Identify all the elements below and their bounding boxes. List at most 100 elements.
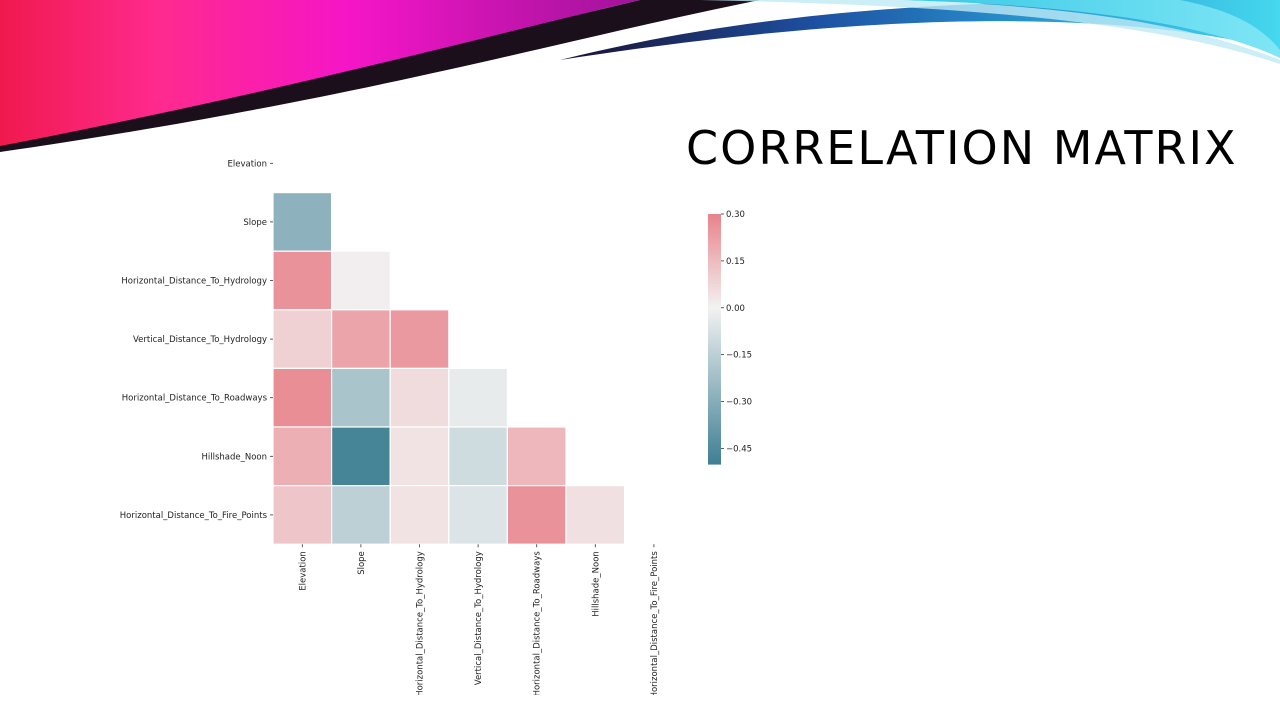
x-tick-label: Hillshade_Noon — [591, 551, 601, 617]
colorbar-segment — [708, 371, 721, 375]
colorbar-segment — [708, 316, 721, 320]
colorbar-segment — [708, 414, 721, 418]
colorbar-segment — [708, 329, 721, 333]
heatmap-cell-6-3 — [448, 485, 508, 545]
y-tick-label: Horizontal_Distance_To_Fire_Points — [120, 511, 268, 521]
slide-title: Correlation Matrix — [686, 121, 1238, 175]
colorbar-segment — [708, 219, 721, 223]
colorbar-segment — [708, 259, 721, 263]
heatmap-cell-5-1 — [331, 426, 391, 487]
colorbar-segment — [708, 434, 721, 438]
colorbar-segment — [708, 441, 721, 445]
heatmap-cell-4-3 — [448, 367, 508, 428]
colorbar-segment — [708, 239, 721, 243]
colorbar-segment — [708, 331, 721, 335]
colorbar-segment — [708, 429, 721, 433]
colorbar-segment — [708, 344, 721, 348]
colorbar-segment — [708, 401, 721, 405]
colorbar-segment — [708, 221, 721, 225]
banner-dark-swoosh — [0, 0, 760, 152]
colorbar-segment — [708, 284, 721, 288]
decorative-banner — [0, 0, 1280, 152]
heatmap-cell-4-2 — [389, 367, 450, 428]
colorbar: 0.30 0.15 0.00 −0.15 −0.30 −0.45 — [708, 210, 752, 465]
colorbar-segment — [708, 311, 721, 315]
colorbar-segment — [708, 314, 721, 318]
colorbar-segment — [708, 256, 721, 260]
colorbar-segment — [708, 301, 721, 305]
colorbar-segment — [708, 321, 721, 325]
x-tick-label: Slope — [357, 551, 367, 575]
colorbar-segment — [708, 306, 721, 310]
heatmap-cell-3-1 — [331, 309, 391, 370]
colorbar-segment — [708, 411, 721, 415]
colorbar-segment — [708, 274, 721, 278]
colorbar-segment — [708, 349, 721, 353]
colorbar-tick-label: 0.00 — [726, 304, 745, 314]
colorbar-tick-label: −0.15 — [726, 351, 752, 361]
x-tick-label: Horizontal_Distance_To_Roadways — [533, 551, 543, 695]
y-tick-labels: Elevation Slope Horizontal_Distance_To_Hyd… — [120, 159, 273, 521]
colorbar-segment — [708, 384, 721, 388]
colorbar-tick-label: 0.15 — [726, 257, 745, 267]
colorbar-segment — [708, 396, 721, 400]
colorbar-segment — [708, 264, 721, 268]
colorbar-segment — [708, 439, 721, 443]
colorbar-segment — [708, 406, 721, 410]
colorbar-segment — [708, 234, 721, 238]
colorbar-segment — [708, 416, 721, 420]
colorbar-segment — [708, 366, 721, 370]
banner-pink-swoosh — [0, 0, 640, 150]
colorbar-segment — [708, 244, 721, 248]
heatmap-cell-5-3 — [448, 426, 508, 487]
colorbar-segment — [708, 214, 721, 218]
colorbar-segment — [708, 421, 721, 425]
heatmap-cell-5-0 — [272, 426, 333, 487]
colorbar-segment — [708, 419, 721, 423]
heatmap-cell-3-2 — [389, 309, 450, 370]
y-tick-label: Vertical_Distance_To_Hydrology — [133, 335, 267, 345]
colorbar-segment — [708, 236, 721, 240]
colorbar-segment — [708, 231, 721, 235]
heatmap-cell-3-0 — [272, 309, 333, 370]
colorbar-segment — [708, 299, 721, 303]
colorbar-segment — [708, 354, 721, 358]
colorbar-segment — [708, 409, 721, 413]
colorbar-segment — [708, 399, 721, 403]
colorbar-segment — [708, 271, 721, 275]
colorbar-segment — [708, 346, 721, 350]
colorbar-segment — [708, 454, 721, 458]
correlation-heatmap: Elevation Slope Horizontal_Distance_To_Hyd… — [120, 159, 752, 695]
colorbar-segment — [708, 319, 721, 323]
colorbar-segment — [708, 326, 721, 330]
colorbar-segment — [708, 261, 721, 265]
colorbar-tick-label: −0.45 — [726, 444, 752, 454]
colorbar-segment — [708, 334, 721, 338]
heatmap-cell-2-1 — [331, 250, 391, 311]
colorbar-segment — [708, 351, 721, 355]
colorbar-segment — [708, 339, 721, 343]
banner-lightblue-edge — [700, 0, 1280, 64]
colorbar-segment — [708, 436, 721, 440]
colorbar-segment — [708, 296, 721, 300]
colorbar-segment — [708, 364, 721, 368]
colorbar-segment — [708, 356, 721, 360]
colorbar-segment — [708, 456, 721, 460]
colorbar-segment — [708, 294, 721, 298]
y-tick-label: Slope — [243, 218, 267, 228]
heatmap-cell-5-2 — [389, 426, 450, 487]
heatmap-cell-4-1 — [331, 367, 391, 428]
colorbar-segment — [708, 226, 721, 230]
y-tick-label: Elevation — [228, 159, 267, 169]
x-tick-label: Elevation — [298, 551, 308, 590]
colorbar-segment — [708, 376, 721, 380]
colorbar-segment — [708, 426, 721, 430]
heatmap-cell-6-1 — [331, 485, 391, 545]
colorbar-segment — [708, 381, 721, 385]
colorbar-segment — [708, 386, 721, 390]
colorbar-segment — [708, 309, 721, 313]
heatmap-cell-6-2 — [389, 485, 450, 545]
x-tick-label: Vertical_Distance_To_Hydrology — [474, 551, 484, 685]
colorbar-segment — [708, 291, 721, 295]
colorbar-segment — [708, 266, 721, 270]
